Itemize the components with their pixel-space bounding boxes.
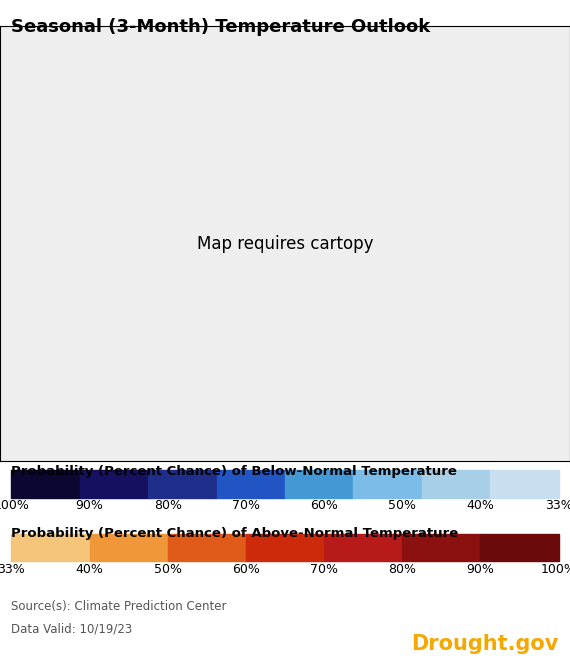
Bar xyxy=(11,470,80,498)
Bar xyxy=(80,470,148,498)
Text: 90%: 90% xyxy=(76,499,104,511)
Text: 70%: 70% xyxy=(310,563,338,576)
Text: 90%: 90% xyxy=(466,563,494,576)
Text: 33%: 33% xyxy=(545,499,570,511)
Bar xyxy=(324,534,402,561)
Text: 80%: 80% xyxy=(388,563,416,576)
Text: 50%: 50% xyxy=(154,563,182,576)
Text: 60%: 60% xyxy=(232,563,260,576)
Text: Probability (Percent Chance) of Below-Normal Temperature: Probability (Percent Chance) of Below-No… xyxy=(11,465,457,478)
Bar xyxy=(168,534,246,561)
Bar xyxy=(353,470,422,498)
Text: 80%: 80% xyxy=(154,499,182,511)
Text: 60%: 60% xyxy=(310,499,338,511)
Bar xyxy=(89,534,168,561)
Text: 40%: 40% xyxy=(466,499,494,511)
Text: Seasonal (3-Month) Temperature Outlook: Seasonal (3-Month) Temperature Outlook xyxy=(11,18,431,36)
Text: Data Valid: 10/19/23: Data Valid: 10/19/23 xyxy=(11,623,133,636)
Bar xyxy=(148,470,217,498)
Text: 50%: 50% xyxy=(388,499,416,511)
Bar xyxy=(285,470,353,498)
Text: 40%: 40% xyxy=(76,563,104,576)
Text: Drought.gov: Drought.gov xyxy=(411,634,559,654)
Text: 100%: 100% xyxy=(541,563,570,576)
Text: 33%: 33% xyxy=(0,563,25,576)
Text: Source(s): Climate Prediction Center: Source(s): Climate Prediction Center xyxy=(11,600,227,613)
Bar xyxy=(422,470,490,498)
Bar xyxy=(490,470,559,498)
Bar xyxy=(217,470,285,498)
Bar xyxy=(402,534,481,561)
Bar xyxy=(246,534,324,561)
Bar xyxy=(481,534,559,561)
Text: Probability (Percent Chance) of Above-Normal Temperature: Probability (Percent Chance) of Above-No… xyxy=(11,527,459,540)
Text: 100%: 100% xyxy=(0,499,29,511)
Text: 70%: 70% xyxy=(232,499,260,511)
Text: Map requires cartopy: Map requires cartopy xyxy=(197,235,373,253)
Bar xyxy=(11,534,89,561)
